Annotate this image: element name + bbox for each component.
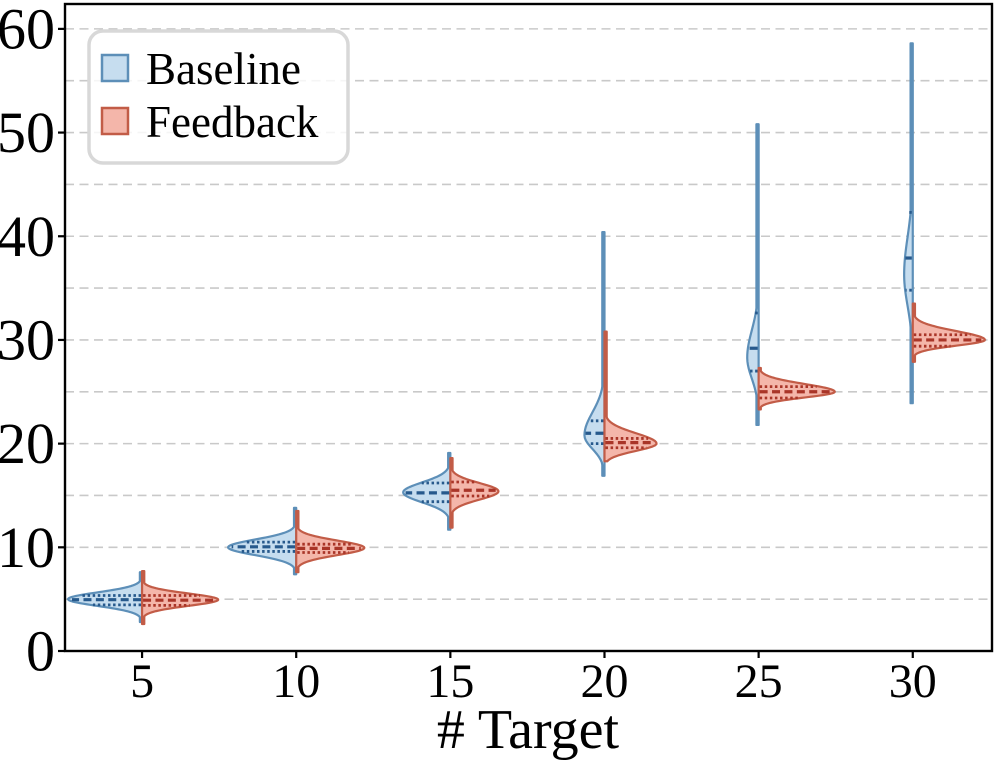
y-tick-label-60: 60	[0, 0, 55, 61]
violin-feedback-5	[140, 570, 220, 626]
x-axis-title: # Target	[437, 699, 620, 761]
violin-baseline-25	[746, 123, 760, 427]
violin-baseline-30	[903, 42, 914, 405]
x-tick-label-20: 20	[580, 655, 628, 708]
x-tick-label-10: 10	[272, 655, 320, 708]
legend-swatch-baseline	[100, 53, 130, 83]
violin-baseline-20	[583, 231, 606, 477]
violin-feedback-25	[757, 366, 836, 411]
x-tick-label-30: 30	[889, 655, 937, 708]
violin-baseline-15	[402, 451, 452, 531]
plot-border	[63, 2, 994, 653]
y-tick-label-0: 0	[26, 619, 55, 684]
y-tick-label-20: 20	[0, 411, 55, 476]
legend-frame	[87, 29, 350, 165]
x-tick-label-15: 15	[426, 655, 474, 708]
x-tick-label-25: 25	[735, 655, 783, 708]
legend: Baseline Feedback	[87, 29, 350, 165]
y-tick-label-40: 40	[0, 204, 55, 269]
legend-swatch-feedback	[100, 106, 130, 136]
y-tick-label-30: 30	[0, 307, 55, 372]
violin-feedback-15	[449, 457, 500, 529]
x-tick-label-5: 5	[130, 655, 154, 708]
legend-label-feedback: Feedback	[146, 97, 319, 147]
gridlines-layer	[65, 28, 992, 600]
y-tick-label-50: 50	[0, 100, 55, 165]
violin-baseline-5	[67, 571, 144, 624]
violin-feedback-10	[295, 509, 366, 574]
ticks-layer: 0 10 20 30 40 50 60 5 10 15 20 25 30	[0, 0, 937, 708]
violins-layer	[67, 42, 986, 626]
violin-feedback-20	[603, 330, 658, 463]
violin-feedback-30	[911, 302, 986, 363]
y-tick-label-10: 10	[0, 515, 55, 580]
legend-label-baseline: Baseline	[146, 44, 301, 94]
